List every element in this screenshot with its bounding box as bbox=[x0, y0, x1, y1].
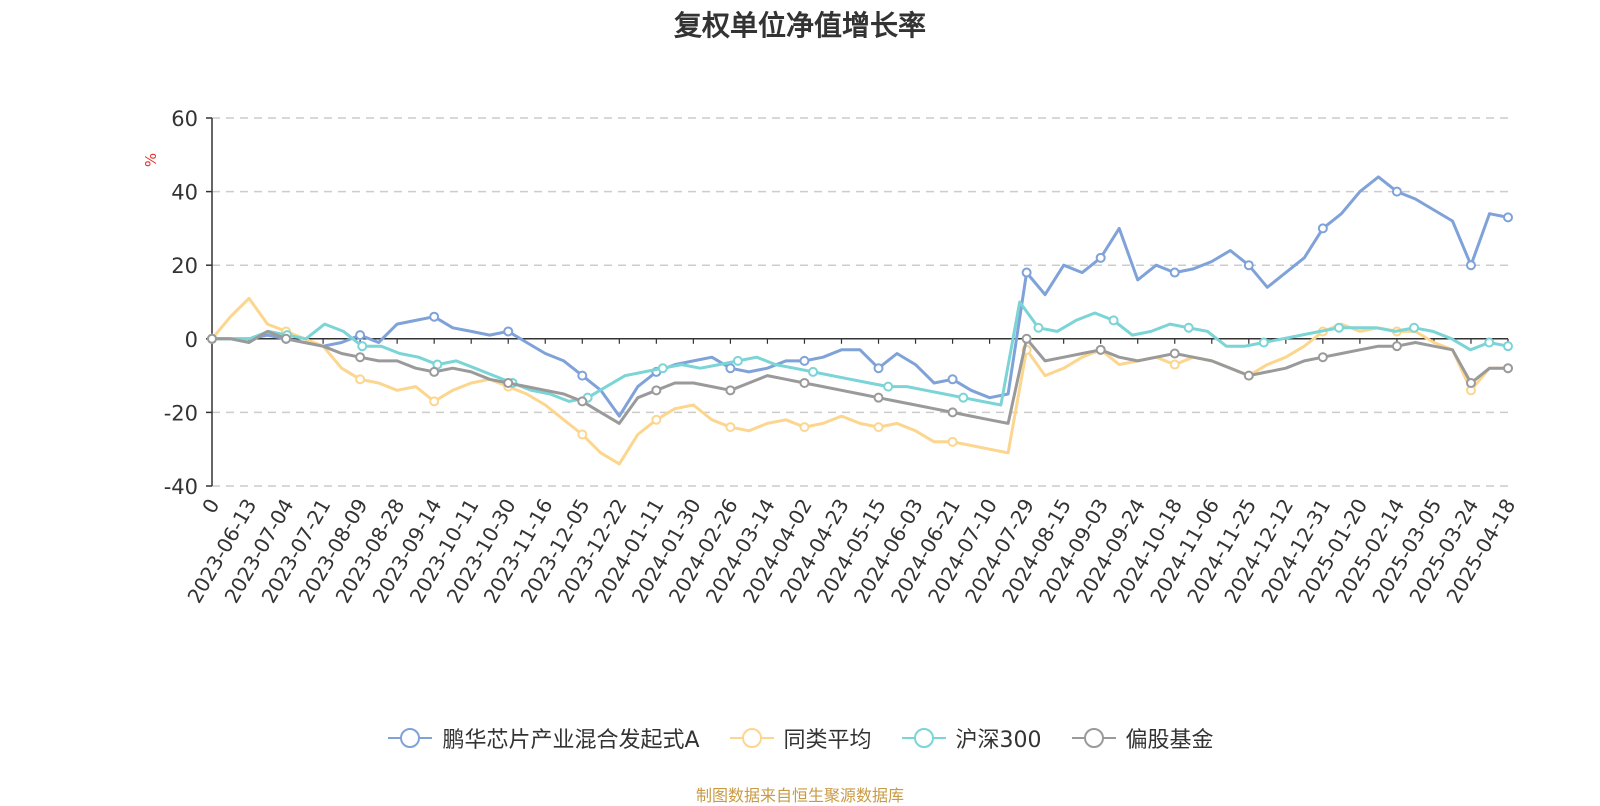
legend-item-3[interactable]: 沪深300 bbox=[900, 722, 1042, 754]
series-point-1 bbox=[1391, 186, 1402, 197]
chart-title: 复权单位净值增长率 bbox=[673, 9, 926, 42]
y-tick-label: 40 bbox=[171, 181, 198, 205]
x-tick-label: 0 bbox=[197, 495, 224, 518]
series-point-4 bbox=[1465, 377, 1476, 388]
series-point-1 bbox=[429, 311, 440, 322]
legend-line-circle-icon bbox=[729, 728, 774, 748]
legend-label: 沪深300 bbox=[955, 728, 1042, 753]
series-point-3 bbox=[1258, 337, 1269, 348]
data-source-note: 制图数据来自恒生聚源数据库 bbox=[695, 786, 904, 805]
legend-circle bbox=[1083, 728, 1104, 748]
series-point-4 bbox=[1317, 352, 1328, 363]
y-tick-label: 60 bbox=[171, 107, 198, 131]
y-tick-label: -40 bbox=[164, 475, 198, 499]
series-point-2 bbox=[725, 422, 736, 433]
series-point-3 bbox=[1333, 322, 1344, 333]
series-point-4 bbox=[947, 407, 958, 418]
series-point-4 bbox=[725, 385, 736, 396]
y-tick-label: 20 bbox=[171, 254, 198, 278]
legend-line-circle-icon bbox=[901, 728, 946, 748]
series-point-4 bbox=[1391, 341, 1402, 352]
series-point-2 bbox=[947, 436, 958, 447]
series-point-1 bbox=[1317, 223, 1328, 234]
series-point-3 bbox=[1108, 315, 1119, 326]
series-point-1 bbox=[873, 363, 884, 374]
series-point-1 bbox=[725, 363, 736, 374]
series-point-1 bbox=[355, 330, 366, 341]
legend-circle bbox=[741, 728, 762, 748]
series-point-4 bbox=[873, 392, 884, 403]
series-point-4 bbox=[281, 333, 292, 344]
legend-label: 偏股基金 bbox=[1125, 728, 1214, 753]
series-point-4 bbox=[1021, 333, 1032, 344]
series-point-2 bbox=[577, 429, 588, 440]
series-point-4 bbox=[799, 377, 810, 388]
series-point-1 bbox=[1465, 260, 1476, 271]
legend-line-circle-icon bbox=[1071, 728, 1116, 748]
legend-line-circle-icon bbox=[388, 728, 433, 748]
series-point-3 bbox=[1033, 322, 1044, 333]
y-tick-label: 0 bbox=[185, 328, 198, 352]
legend-label: 鹏华芯片产业混合发起式A bbox=[442, 728, 700, 753]
series-point-1 bbox=[1095, 252, 1106, 263]
series-point-4 bbox=[1169, 348, 1180, 359]
legend-item-1[interactable]: 鹏华芯片产业混合发起式A bbox=[386, 722, 700, 754]
series-point-3 bbox=[657, 363, 668, 374]
series-line-2 bbox=[210, 296, 1510, 466]
series-point-4 bbox=[429, 366, 440, 377]
series-line-1 bbox=[210, 175, 1510, 418]
series-point-2 bbox=[799, 422, 810, 433]
series-point-3 bbox=[808, 366, 819, 377]
series-point-1 bbox=[799, 355, 810, 366]
series-point-3 bbox=[883, 381, 894, 392]
series-point-1 bbox=[1503, 212, 1513, 223]
series-point-3 bbox=[357, 341, 368, 352]
series-point-4 bbox=[355, 352, 366, 363]
legend: 鹏华芯片产业混合发起式A 同类平均 沪深300 偏股基金 bbox=[0, 722, 1600, 754]
series-point-2 bbox=[355, 374, 366, 385]
series-point-4 bbox=[207, 333, 217, 344]
series-point-4 bbox=[577, 396, 588, 407]
series-point-3 bbox=[1409, 322, 1420, 333]
y-tick-label: -20 bbox=[164, 401, 198, 425]
series-point-1 bbox=[577, 370, 588, 381]
series-point-3 bbox=[1503, 341, 1513, 352]
series-point-2 bbox=[429, 396, 440, 407]
legend-circle bbox=[400, 728, 421, 748]
series-point-1 bbox=[1243, 260, 1254, 271]
legend-item-4[interactable]: 偏股基金 bbox=[1070, 722, 1214, 754]
series-point-3 bbox=[1183, 322, 1194, 333]
series-point-4 bbox=[1503, 363, 1513, 374]
legend-label: 同类平均 bbox=[783, 728, 872, 753]
series-point-3 bbox=[732, 355, 743, 366]
legend-item-2[interactable]: 同类平均 bbox=[728, 722, 872, 754]
y-axis-unit-label: % bbox=[142, 153, 160, 167]
series-point-4 bbox=[1095, 344, 1106, 355]
series-point-1 bbox=[503, 326, 514, 337]
series-point-1 bbox=[947, 374, 958, 385]
series-point-1 bbox=[1169, 267, 1180, 278]
series-point-2 bbox=[1169, 359, 1180, 370]
series-point-2 bbox=[651, 414, 662, 425]
series-point-4 bbox=[503, 377, 514, 388]
series-line-4 bbox=[210, 329, 1510, 425]
series-point-3 bbox=[958, 392, 969, 403]
series-point-4 bbox=[1243, 370, 1254, 381]
series-line-3 bbox=[210, 300, 1510, 407]
series-point-4 bbox=[651, 385, 662, 396]
series-point-3 bbox=[1484, 337, 1495, 348]
series-point-1 bbox=[1021, 267, 1032, 278]
legend-circle bbox=[913, 728, 934, 748]
series-point-2 bbox=[873, 422, 884, 433]
